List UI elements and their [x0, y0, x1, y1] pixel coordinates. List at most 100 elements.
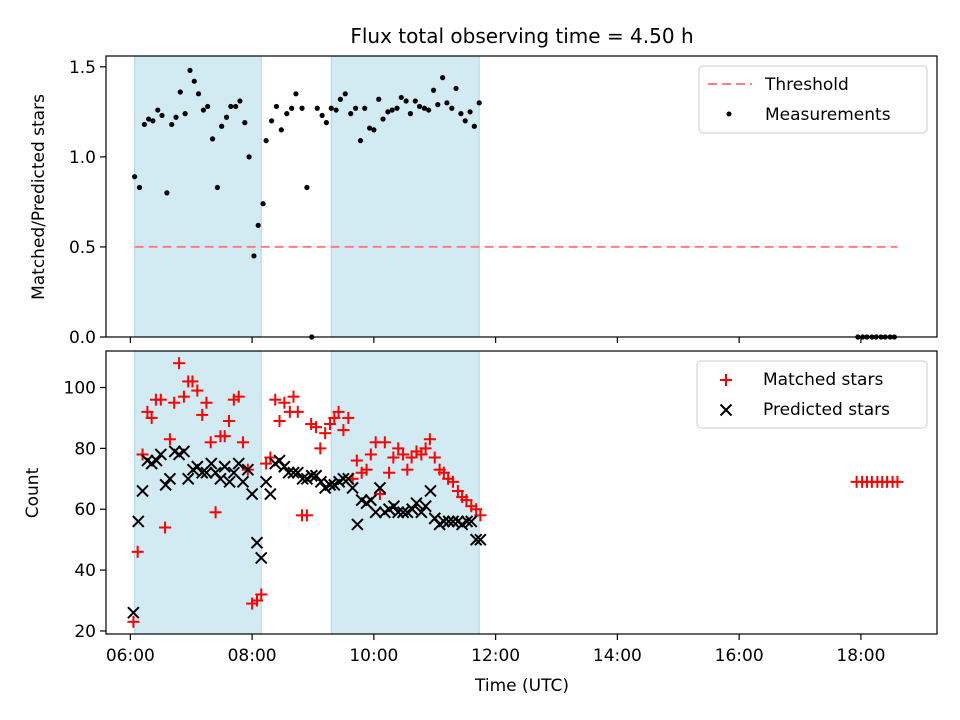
measurement-point [228, 103, 234, 110]
chart-title: Flux total observing time = 4.50 h [350, 24, 693, 48]
predicted-star-point [442, 515, 455, 528]
measurement-point [164, 190, 170, 196]
x-axis-label: Time (UTC) [474, 676, 569, 696]
measurement-point [458, 111, 464, 117]
measurement-point [146, 116, 152, 122]
measurement-point [237, 98, 243, 104]
measurement-point [268, 118, 275, 124]
measurement-point [141, 121, 147, 128]
predicted-star-point [369, 506, 382, 519]
predicted-star-point [264, 487, 277, 501]
measurement-point [380, 116, 386, 122]
measurement-point [314, 105, 320, 111]
matched-stars-series [127, 357, 904, 628]
predicted-star-point [150, 454, 163, 467]
predicted-star-point [406, 503, 419, 516]
measurement-point [223, 114, 230, 120]
matched-star-point [131, 545, 144, 558]
measurement-point [371, 127, 377, 133]
measurement-point [407, 111, 413, 117]
matched-star-point [300, 509, 313, 522]
matched-star-point [405, 451, 418, 464]
y-tick-label: 0.5 [69, 238, 96, 258]
bottom-legend-box [696, 360, 928, 429]
measurement-point [150, 118, 156, 124]
measurement-point [328, 105, 334, 111]
y-tick-label: 80 [74, 439, 96, 459]
predicted-star-point [255, 551, 268, 565]
matched-star-point [173, 357, 186, 370]
predicted-star-point [346, 481, 359, 495]
bottom-shaded-spans [134, 350, 480, 635]
matched-star-point [447, 475, 460, 488]
predicted-star-point [282, 466, 295, 479]
measurement-point [177, 89, 183, 95]
matched-star-point [250, 594, 263, 607]
matched-star-point [260, 457, 273, 470]
legend-predicted-marker [719, 403, 733, 417]
matched-star-point [204, 436, 217, 449]
measurement-point [367, 125, 373, 131]
bottom-legend: Matched stars Predicted stars [696, 360, 928, 429]
predicted-star-point [159, 478, 172, 492]
matched-star-point [373, 488, 386, 501]
measurement-point [362, 105, 368, 111]
predicted-stars-series [127, 445, 487, 619]
matched-star-point [474, 509, 487, 522]
measurement-point [284, 111, 290, 117]
y-tick-label: 1.0 [69, 148, 96, 168]
measurement-point [421, 105, 427, 111]
predicted-star-point [223, 475, 236, 489]
predicted-star-point [259, 475, 273, 489]
measurement-point [435, 102, 441, 108]
matched-star-point [200, 396, 213, 409]
measurement-point [273, 103, 280, 110]
measurement-point [209, 136, 216, 142]
measurement-point [173, 114, 179, 120]
predicted-star-point [278, 460, 291, 473]
matched-star-point [460, 494, 473, 507]
measurement-point [187, 67, 193, 74]
bottom-y-axis-label: Count [23, 467, 43, 518]
matched-star-point [314, 442, 327, 455]
measurement-point [191, 78, 197, 84]
matched-star-point [222, 414, 235, 427]
measurement-point [403, 98, 409, 104]
matched-star-point [141, 405, 154, 418]
measurement-point [263, 138, 269, 144]
measurement-point [200, 107, 207, 113]
measurement-point [348, 111, 354, 117]
matched-star-point [350, 454, 363, 467]
matched-star-point [451, 484, 464, 497]
measurement-point [357, 138, 364, 144]
measurements-series [132, 67, 897, 340]
measurement-point [333, 107, 339, 113]
matched-star-point [310, 421, 323, 434]
measurement-point [394, 105, 400, 111]
matched-star-point [328, 411, 341, 424]
legend-measurements-swatch [726, 111, 732, 117]
matched-star-point [278, 396, 291, 409]
measurement-point [385, 109, 391, 115]
predicted-star-point [342, 472, 355, 486]
legend-matched-label: Matched stars [763, 370, 883, 390]
measurement-point [453, 85, 459, 92]
predicted-star-point [469, 533, 483, 546]
matched-star-point [291, 405, 304, 418]
legend-measurements-label: Measurements [765, 105, 891, 125]
predicted-star-point [127, 606, 140, 619]
x-tick-label: 12:00 [471, 646, 520, 666]
measurement-point [449, 105, 455, 111]
matched-star-point [273, 414, 286, 427]
matched-star-point [891, 475, 904, 488]
predicted-star-point [314, 475, 328, 489]
matched-star-point [423, 433, 436, 446]
top-legend: Threshold Measurements [698, 65, 928, 134]
top-grid: 0.0 0.5 1.0 1.5 [69, 58, 106, 348]
measurement-point [430, 87, 437, 93]
predicted-star-point [415, 506, 428, 519]
matched-star-point [332, 405, 345, 418]
predicted-star-point [474, 533, 487, 546]
predicted-star-point [424, 484, 437, 498]
